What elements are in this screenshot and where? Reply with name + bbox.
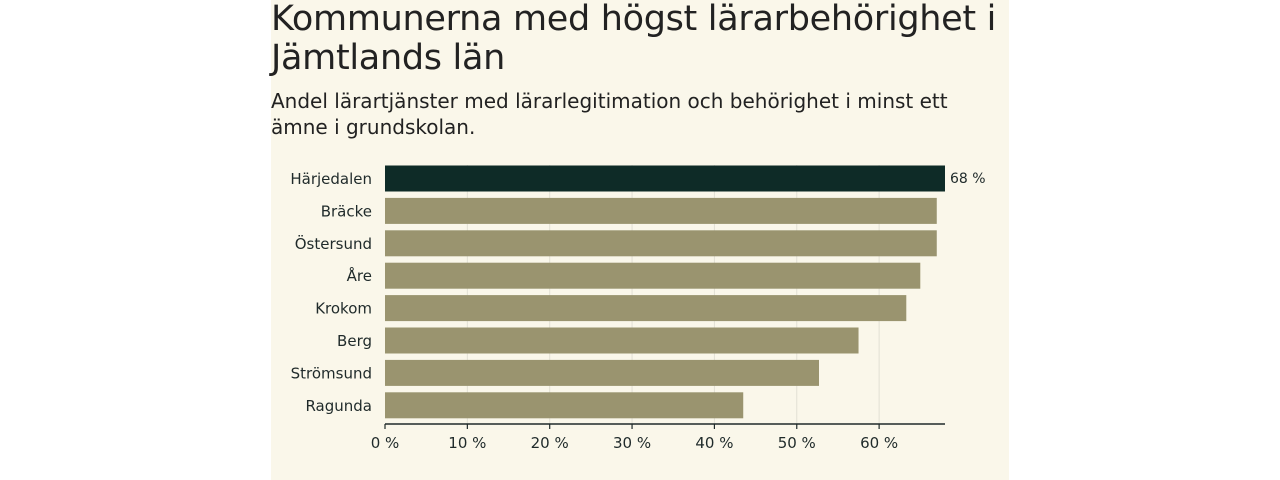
x-tick-label-0: 0 % [371,434,400,452]
data-label-0: 68 % [950,171,986,187]
bar-1 [385,197,937,224]
category-label-5: Berg [337,332,372,350]
bar-2 [385,230,937,257]
category-label-0: Härjedalen [290,170,372,188]
bar-3 [385,262,921,289]
category-label-4: Krokom [315,300,372,318]
category-label-2: Östersund [295,234,372,253]
x-tick-label-10: 10 % [448,434,486,452]
bar-0 [385,165,945,192]
x-tick-label-30: 30 % [613,434,651,452]
x-tick-label-40: 40 % [695,434,733,452]
bar-7 [385,392,744,419]
bar-5 [385,327,859,354]
bar-4 [385,295,907,322]
category-label-6: Strömsund [291,364,372,382]
x-tick-label-60: 60 % [860,434,898,452]
category-label-3: Åre [347,266,372,285]
x-tick-label-20: 20 % [531,434,569,452]
category-label-1: Bräcke [321,202,372,220]
category-label-7: Ragunda [305,397,372,415]
chart-title: Kommunerna med högst lärarbehörighet i J… [271,0,997,78]
chart-subtitle: Andel lärartjänster med lärarlegitimatio… [271,89,948,139]
x-tick-label-50: 50 % [778,434,816,452]
bar-6 [385,359,819,386]
